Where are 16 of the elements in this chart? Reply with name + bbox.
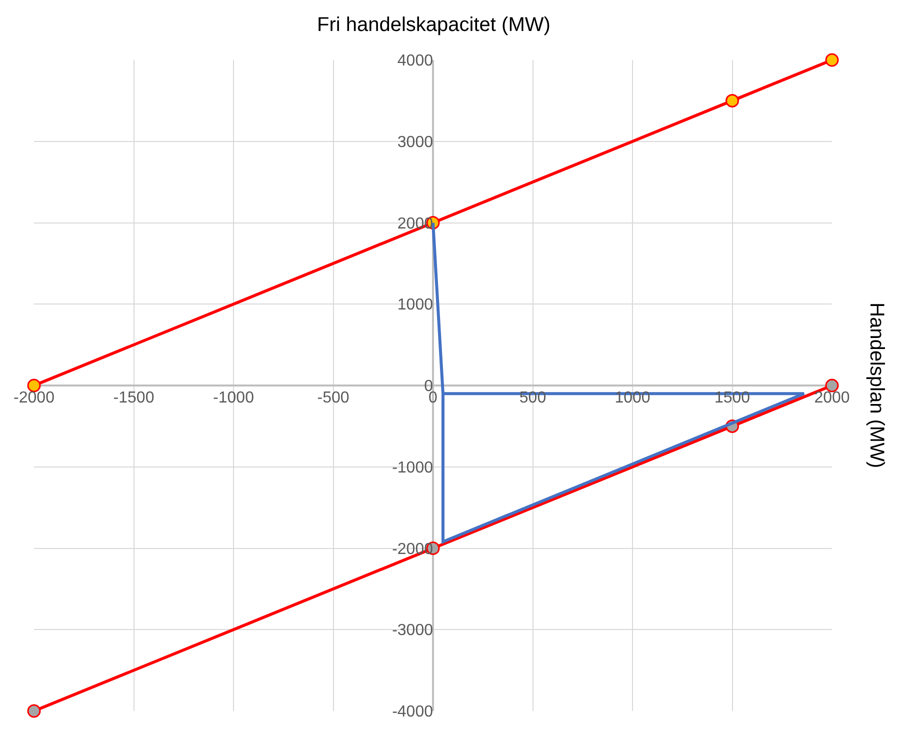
y-tick-label: -3000 (392, 622, 434, 640)
y-tick-label: 3000 (397, 134, 434, 151)
x-tick-label: -500 (317, 390, 350, 406)
x-tick-label: -2000 (14, 390, 55, 406)
x-tick-label: -1500 (113, 390, 154, 406)
x-tick-label: -1000 (213, 390, 254, 406)
point (27, 704, 41, 718)
x-axis-title: Fri handelskapacitet (MW) (317, 14, 550, 36)
y-tick-label: -1000 (392, 459, 434, 476)
x-tick-label: 2000 (814, 390, 850, 406)
y-tick-label: 1000 (397, 296, 434, 314)
y-axis-title: Handelsplan (MW) (866, 302, 888, 468)
y-tick-label: 4000 (397, 52, 434, 70)
point (726, 94, 739, 108)
y-tick-label: -4000 (392, 704, 434, 721)
point (825, 53, 839, 67)
